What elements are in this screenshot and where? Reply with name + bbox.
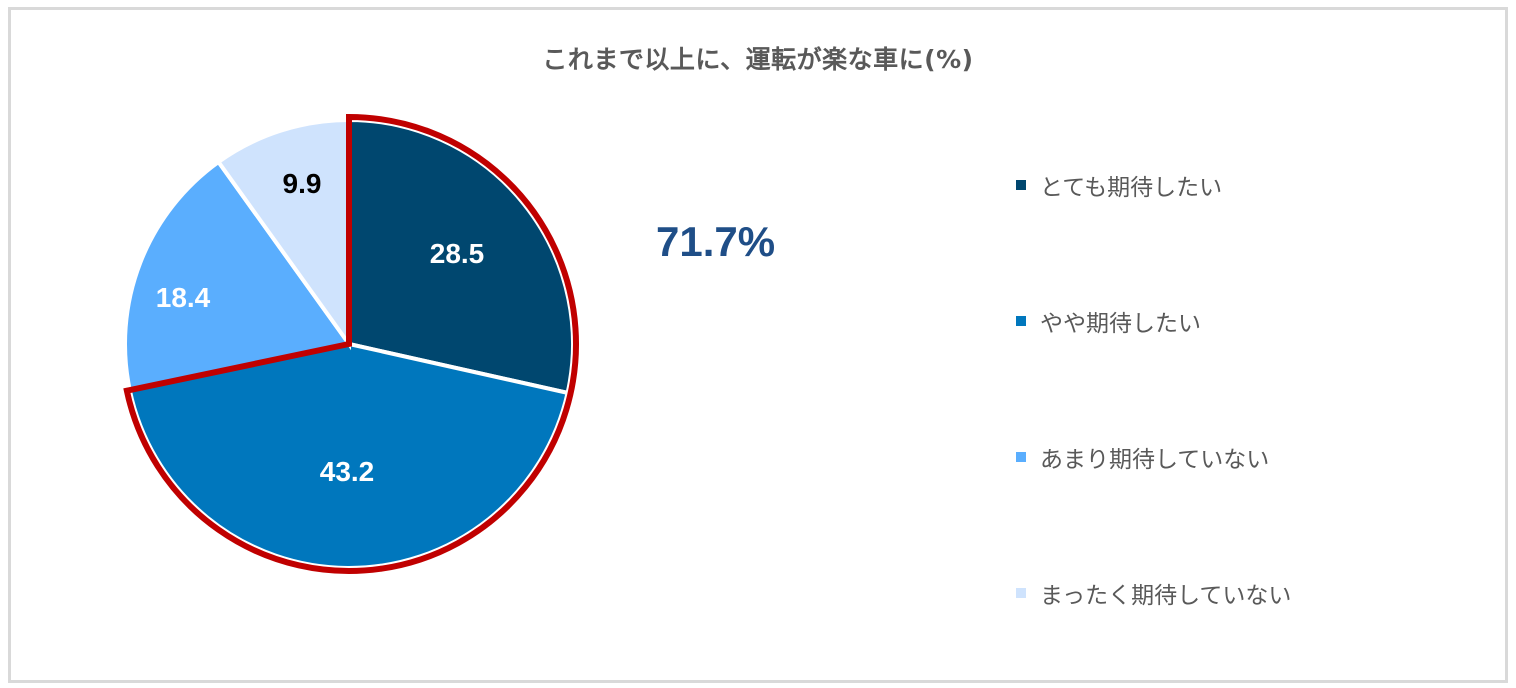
legend-swatch-icon	[1016, 180, 1026, 190]
legend-label: まったく期待していない	[1040, 583, 1292, 609]
slice-label-2: 18.4	[156, 282, 211, 313]
legend-label: あまり期待していない	[1040, 447, 1270, 473]
legend-swatch-icon	[1016, 452, 1026, 462]
highlight-total: 71.7%	[656, 218, 776, 265]
legend-swatch-icon	[1016, 588, 1026, 598]
pie-slice-2	[123, 159, 353, 393]
legend-label: とても期待したい	[1040, 175, 1223, 201]
pie-slice-3	[215, 117, 351, 351]
slice-label-3: 9.9	[283, 168, 322, 199]
highlight-outline	[123, 113, 579, 574]
pie-slice-1	[127, 341, 570, 570]
pie-slices	[123, 117, 575, 570]
legend-item-somewhat: やや期待したい	[1016, 304, 1201, 338]
pie-slice-0	[347, 117, 575, 396]
slice-label-0: 28.5	[430, 238, 485, 269]
legend-swatch-icon	[1016, 316, 1026, 326]
legend-item-very: とても期待したい	[1016, 168, 1222, 202]
slice-label-1: 43.2	[320, 456, 375, 487]
chart-title: これまで以上に、運転が楽な車に(%)	[542, 45, 974, 74]
legend-item-not-at-all: まったく期待していない	[1016, 576, 1291, 610]
legend-item-not-much: あまり期待していない	[1016, 440, 1269, 474]
legend-label: やや期待したい	[1040, 311, 1201, 337]
